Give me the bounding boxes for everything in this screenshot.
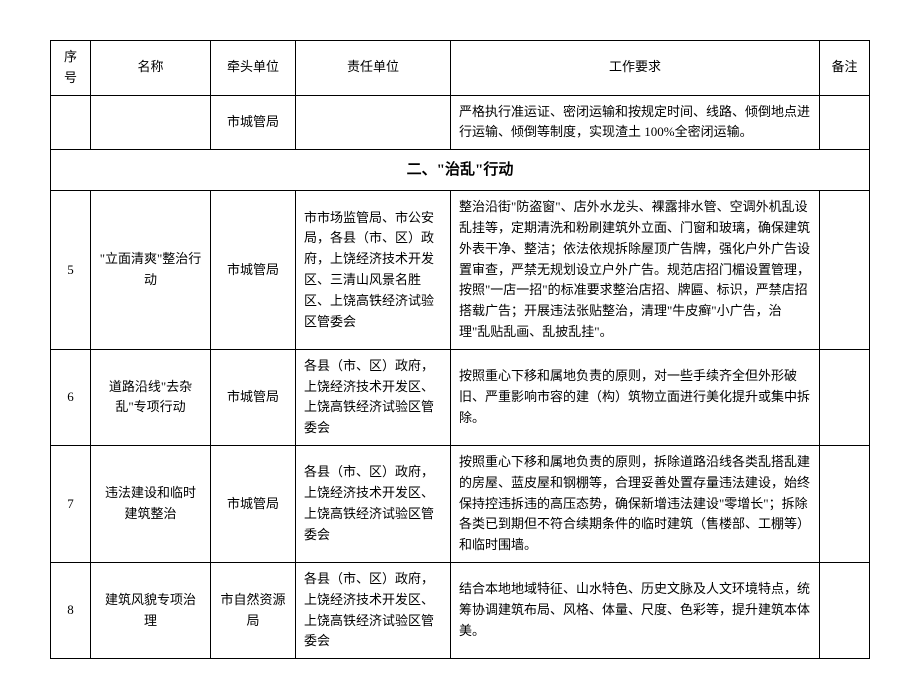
col-seq: 序号	[51, 41, 91, 96]
cell-seq: 6	[51, 349, 91, 445]
table-row: 市城管局 严格执行准运证、密闭运输和按规定时间、线路、倾倒地点进行运输、倾倒等制…	[51, 95, 870, 150]
col-note: 备注	[820, 41, 870, 96]
cell-seq	[51, 95, 91, 150]
action-table: 序号 名称 牵头单位 责任单位 工作要求 备注 市城管局 严格执行准运证、密闭运…	[50, 40, 870, 659]
table-row: 7 违法建设和临时建筑整治 市城管局 各县（市、区）政府，上饶经济技术开发区、上…	[51, 445, 870, 562]
cell-req: 按照重心下移和属地负责的原则，拆除道路沿线各类乱搭乱建的房屋、蓝皮屋和钢棚等，合…	[451, 445, 820, 562]
cell-lead: 市城管局	[211, 95, 296, 150]
cell-seq: 7	[51, 445, 91, 562]
cell-note	[820, 445, 870, 562]
cell-name: 建筑风貌专项治理	[91, 562, 211, 658]
cell-lead: 市城管局	[211, 445, 296, 562]
cell-resp: 各县（市、区）政府，上饶经济技术开发区、上饶高铁经济试验区管委会	[296, 562, 451, 658]
col-resp: 责任单位	[296, 41, 451, 96]
cell-note	[820, 562, 870, 658]
cell-req: 严格执行准运证、密闭运输和按规定时间、线路、倾倒地点进行运输、倾倒等制度，实现渣…	[451, 95, 820, 150]
cell-note	[820, 349, 870, 445]
cell-name	[91, 95, 211, 150]
cell-resp: 各县（市、区）政府，上饶经济技术开发区、上饶高铁经济试验区管委会	[296, 349, 451, 445]
cell-seq: 5	[51, 191, 91, 350]
table-row: 5 "立面清爽"整治行动 市城管局 市市场监管局、市公安局，各县（市、区）政府，…	[51, 191, 870, 350]
section-title: 二、"治乱"行动	[51, 150, 870, 191]
col-name: 名称	[91, 41, 211, 96]
section-row: 二、"治乱"行动	[51, 150, 870, 191]
cell-resp	[296, 95, 451, 150]
cell-req: 按照重心下移和属地负责的原则，对一些手续齐全但外形破旧、严重影响市容的建（构）筑…	[451, 349, 820, 445]
cell-name: 道路沿线"去杂乱"专项行动	[91, 349, 211, 445]
cell-lead: 市城管局	[211, 191, 296, 350]
table-row: 8 建筑风貌专项治理 市自然资源局 各县（市、区）政府，上饶经济技术开发区、上饶…	[51, 562, 870, 658]
cell-lead: 市城管局	[211, 349, 296, 445]
cell-resp: 市市场监管局、市公安局，各县（市、区）政府，上饶经济技术开发区、三清山风景名胜区…	[296, 191, 451, 350]
cell-note	[820, 191, 870, 350]
table-row: 6 道路沿线"去杂乱"专项行动 市城管局 各县（市、区）政府，上饶经济技术开发区…	[51, 349, 870, 445]
cell-lead: 市自然资源局	[211, 562, 296, 658]
cell-req: 结合本地地域特征、山水特色、历史文脉及人文环境特点，统筹协调建筑布局、风格、体量…	[451, 562, 820, 658]
col-req: 工作要求	[451, 41, 820, 96]
cell-req: 整治沿街"防盗窗"、店外水龙头、裸露排水管、空调外机乱设乱挂等，定期清洗和粉刷建…	[451, 191, 820, 350]
cell-seq: 8	[51, 562, 91, 658]
col-lead: 牵头单位	[211, 41, 296, 96]
header-row: 序号 名称 牵头单位 责任单位 工作要求 备注	[51, 41, 870, 96]
cell-name: 违法建设和临时建筑整治	[91, 445, 211, 562]
cell-note	[820, 95, 870, 150]
cell-name: "立面清爽"整治行动	[91, 191, 211, 350]
cell-resp: 各县（市、区）政府，上饶经济技术开发区、上饶高铁经济试验区管委会	[296, 445, 451, 562]
